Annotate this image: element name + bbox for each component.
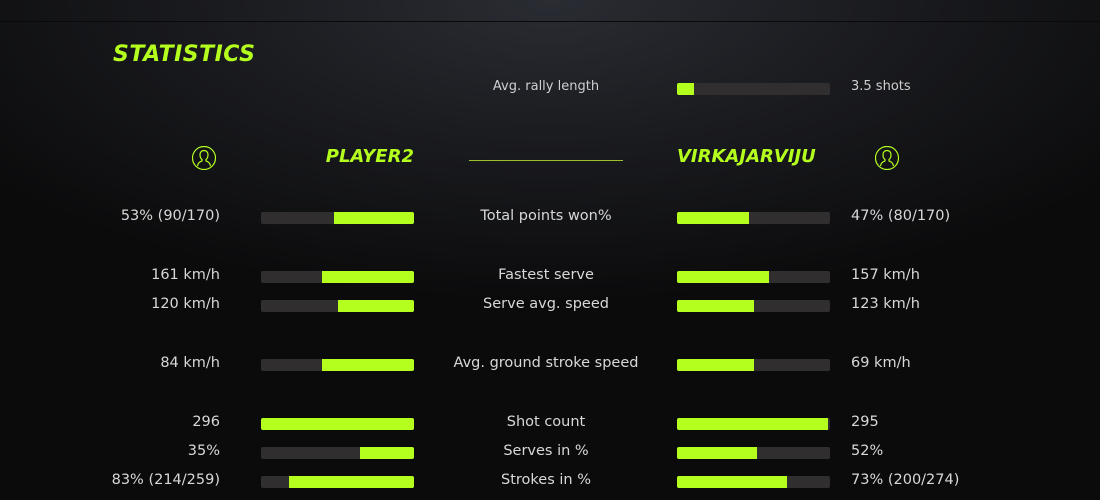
header-divider — [469, 160, 623, 161]
left-bar-fill — [288, 476, 414, 488]
right-bar — [677, 212, 830, 224]
left-bar — [261, 359, 414, 371]
left-value: 53% (90/170) — [120, 208, 220, 224]
right-bar-fill — [677, 300, 754, 312]
right-bar — [677, 271, 830, 283]
rally-value: 3.5 shots — [851, 79, 911, 94]
left-value: 35% — [187, 443, 220, 459]
left-bar — [261, 418, 414, 430]
stat-label: Avg. ground stroke speed — [453, 355, 639, 371]
stat-label: Shot count — [506, 414, 586, 430]
left-value: 161 km/h — [151, 267, 220, 283]
rally-row: Avg. rally length 3.5 shots — [0, 79, 1100, 99]
right-bar-fill — [677, 418, 829, 430]
user-circle-icon — [192, 146, 216, 170]
left-bar — [261, 447, 414, 459]
left-bar-fill — [337, 300, 414, 312]
right-bar — [677, 447, 830, 459]
stat-row: 296 Shot count 295 — [0, 414, 1100, 434]
rally-label: Avg. rally length — [492, 79, 600, 94]
right-value: 47% (80/170) — [851, 208, 951, 224]
left-bar — [261, 476, 414, 488]
stat-row: 35% Serves in % 52% — [0, 443, 1100, 463]
left-bar — [261, 300, 414, 312]
right-value: 295 — [851, 414, 879, 430]
left-bar-fill — [360, 447, 414, 459]
right-bar — [677, 476, 830, 488]
stat-label: Serve avg. speed — [483, 296, 609, 312]
right-value: 73% (200/274) — [851, 472, 960, 488]
right-value: 157 km/h — [851, 267, 920, 283]
left-bar-fill — [334, 212, 414, 224]
left-value: 120 km/h — [151, 296, 220, 312]
stat-row: 53% (90/170) Total points won% 47% (80/1… — [0, 208, 1100, 228]
rally-bar-fill — [677, 83, 694, 95]
right-value: 123 km/h — [851, 296, 920, 312]
left-bar-fill — [322, 271, 414, 283]
left-bar — [261, 212, 414, 224]
left-value: 83% (214/259) — [111, 472, 220, 488]
left-value: 84 km/h — [160, 355, 220, 371]
left-bar-fill — [322, 359, 414, 371]
right-bar — [677, 359, 830, 371]
right-bar — [677, 418, 830, 430]
top-divider — [0, 21, 1100, 22]
right-bar-fill — [677, 359, 754, 371]
right-player-name: VIRKAJARVIJU — [677, 146, 816, 167]
right-value: 69 km/h — [851, 355, 911, 371]
user-circle-icon — [875, 146, 899, 170]
right-value: 52% — [851, 443, 884, 459]
stat-row: 83% (214/259) Strokes in % 73% (200/274) — [0, 472, 1100, 492]
stat-row: 161 km/h Fastest serve 157 km/h — [0, 267, 1100, 287]
stat-row: 120 km/h Serve avg. speed 123 km/h — [0, 296, 1100, 316]
stat-label: Total points won% — [480, 208, 612, 224]
right-bar — [677, 300, 830, 312]
stat-row: 84 km/h Avg. ground stroke speed 69 km/h — [0, 355, 1100, 375]
left-player-name: PLAYER2 — [325, 146, 414, 167]
page-title: STATISTICS — [113, 42, 256, 67]
rally-bar — [677, 83, 830, 95]
left-bar-fill — [261, 418, 414, 430]
stat-label: Serves in % — [503, 443, 589, 459]
right-bar-fill — [677, 447, 757, 459]
right-bar-fill — [677, 271, 769, 283]
left-value: 296 — [192, 414, 220, 430]
left-bar — [261, 271, 414, 283]
right-bar-fill — [677, 476, 788, 488]
stat-label: Strokes in % — [501, 472, 591, 488]
stat-label: Fastest serve — [498, 267, 594, 283]
right-bar-fill — [677, 212, 749, 224]
